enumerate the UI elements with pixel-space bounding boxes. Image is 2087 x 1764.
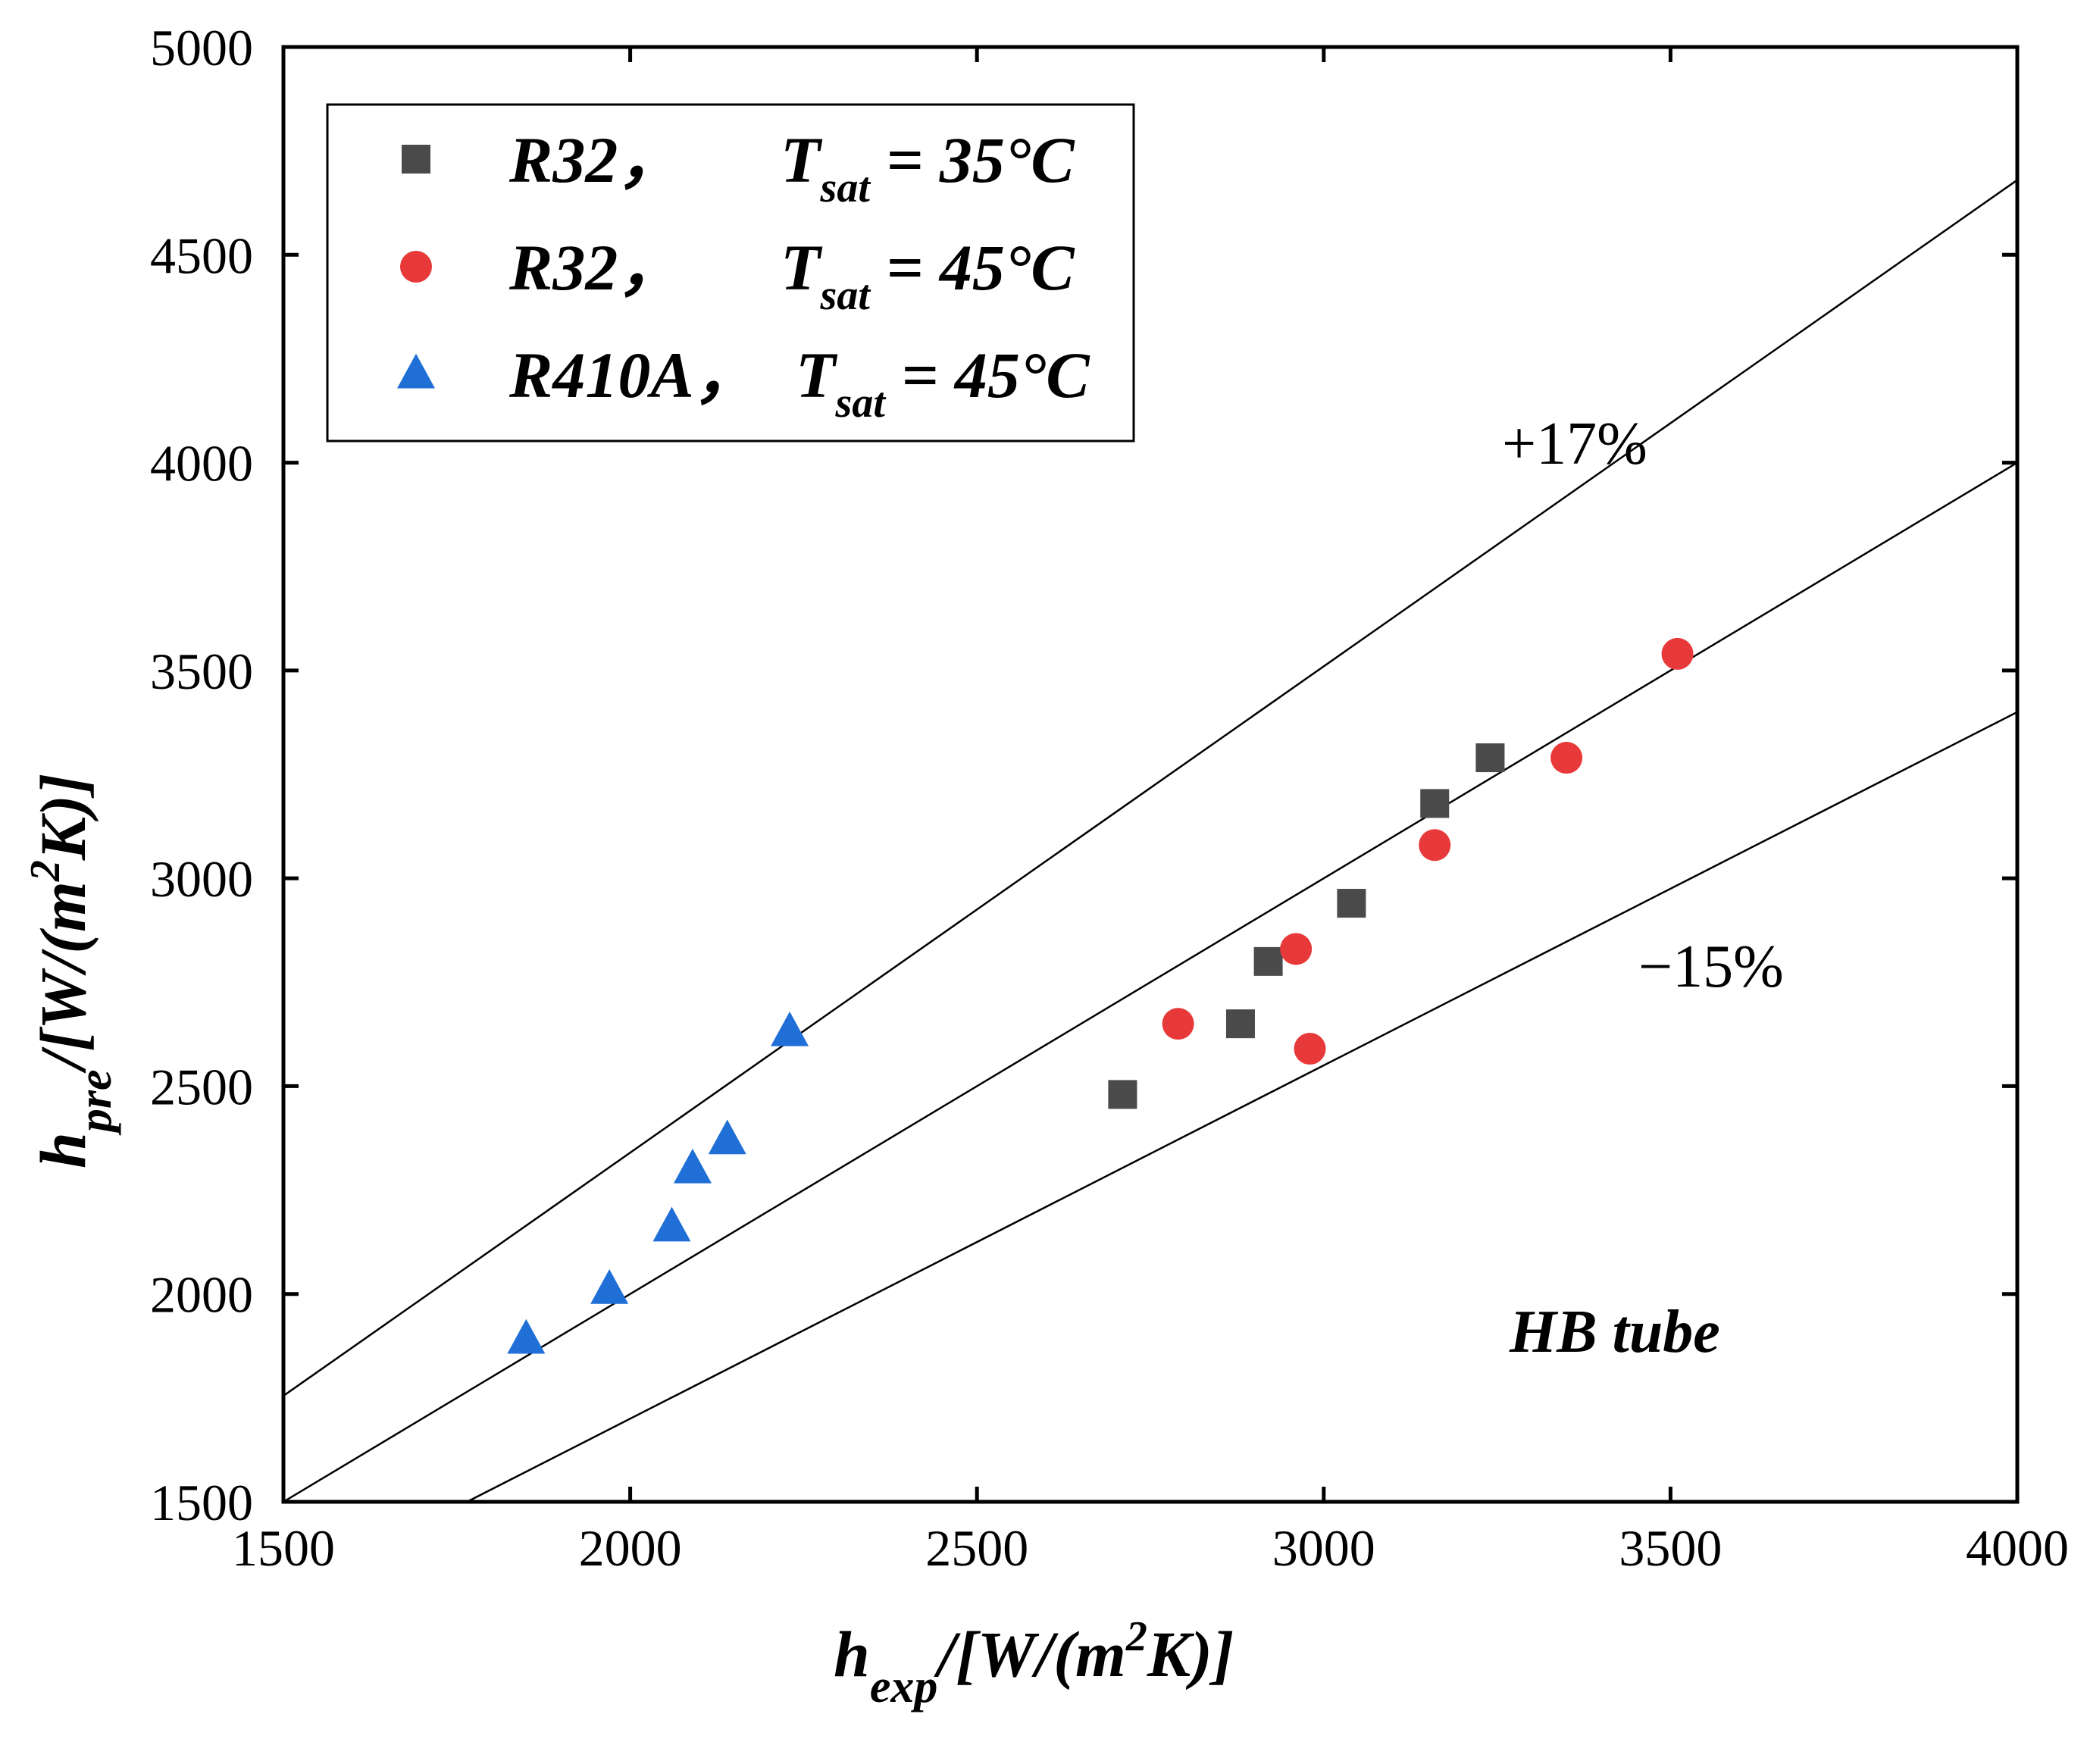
upper-bound-label: +17% [1502, 411, 1647, 477]
data-point-series-1 [1280, 933, 1313, 965]
data-point-series-0 [1337, 889, 1366, 918]
legend-marker-0 [402, 145, 430, 174]
x-axis-title-unit: /[W/(m [933, 1618, 1125, 1690]
x-axis-title: hexp/[W/(m2K)] [834, 1613, 1234, 1712]
y-tick-label: 3500 [150, 643, 253, 700]
legend-label-0: R32， Tsat = 35°C [508, 124, 1075, 211]
legend-temp-symbol: T [781, 124, 823, 196]
x-axis-title-base: h [834, 1618, 870, 1690]
data-point-series-2 [771, 1011, 809, 1046]
legend-temp-sub: sat [820, 272, 871, 319]
plot-area-frame [281, 45, 2020, 1504]
y-tick-label: 5000 [150, 19, 253, 77]
legend-box [326, 103, 1135, 443]
y-tick-label: 1500 [150, 1474, 253, 1531]
legend-temp-value: = 35°C [870, 124, 1075, 196]
legend-refrigerant: R32， [508, 231, 683, 304]
legend-temp-value: = 45°C [885, 339, 1090, 411]
data-point-series-0 [1475, 743, 1505, 773]
data-point-series-1 [1294, 1033, 1326, 1065]
legend: R32， Tsat = 35°C R32， Tsat = 45°C R410A， Tsat… [326, 103, 1135, 443]
data-point-series-1 [1550, 742, 1583, 774]
x-tick-label: 4000 [1966, 1519, 2069, 1577]
data-points [507, 637, 1694, 1354]
data-point-series-2 [590, 1268, 629, 1304]
x-axis-title-sup: 2 [1125, 1613, 1147, 1660]
x-tick-label: 1500 [232, 1519, 335, 1577]
x-tick-label: 3000 [1272, 1519, 1375, 1577]
y-tick-label: 4500 [150, 227, 253, 284]
data-point-series-0 [1253, 946, 1283, 976]
data-point-series-0 [1225, 1009, 1255, 1039]
data-point-series-1 [1661, 637, 1694, 670]
y-tick-label: 4000 [150, 435, 253, 493]
data-point-series-0 [1420, 789, 1450, 818]
legend-refrigerant: R32， [508, 124, 683, 196]
data-point-series-1 [1419, 829, 1451, 862]
legend-refrigerant: R410A， [508, 339, 759, 411]
legend-temp-symbol: T [781, 231, 823, 304]
tube-annotation: HB tube [1509, 1299, 1720, 1365]
data-point-series-2 [652, 1206, 691, 1242]
data-point-series-2 [507, 1318, 546, 1354]
y-tick-label: 2500 [150, 1058, 253, 1115]
x-axis-title-sub: exp [870, 1661, 938, 1712]
y-axis-title-unit: /[W/(m [27, 881, 99, 1074]
y-axis-title-unit-end: K)] [27, 773, 99, 861]
data-point-series-2 [673, 1148, 712, 1184]
legend-marker-1 [400, 251, 432, 283]
legend-label-1: R32， Tsat = 45°C [508, 231, 1075, 319]
x-tick-label: 3500 [1619, 1519, 1722, 1577]
y-axis-title-sup: 2 [22, 860, 69, 882]
reference-line-2 [466, 711, 2017, 1502]
y-axis-title-sub: pre [70, 1070, 121, 1137]
y-tick-label: 2000 [150, 1266, 253, 1324]
data-point-series-0 [1108, 1080, 1137, 1109]
y-tick-label: 3000 [150, 850, 253, 908]
legend-label-2: R410A， Tsat = 45°C [508, 339, 1090, 427]
data-point-series-2 [708, 1119, 746, 1155]
x-tick-label: 2500 [925, 1519, 1028, 1577]
legend-marker-2 [397, 353, 435, 389]
reference-lines [283, 179, 2017, 1502]
reference-line-0 [283, 179, 2017, 1397]
axis-ticks: 1500 2000 2500 3000 3500 4000 1500 2000 2500 3000… [150, 19, 2069, 1577]
legend-temp-sub: sat [835, 380, 887, 427]
legend-temp-value: = 45°C [870, 231, 1075, 304]
legend-temp-sub: sat [820, 164, 871, 211]
reference-line-1 [283, 461, 2017, 1502]
x-axis-title-unit-end: K)] [1147, 1618, 1234, 1690]
lower-bound-label: −15% [1638, 934, 1784, 1000]
x-tick-label: 2000 [579, 1519, 682, 1577]
y-axis-title-base: h [27, 1132, 99, 1168]
data-point-series-1 [1162, 1008, 1194, 1040]
legend-temp-symbol: T [796, 339, 838, 411]
y-axis-title: hpre/[W/(m2K)] [22, 773, 121, 1168]
